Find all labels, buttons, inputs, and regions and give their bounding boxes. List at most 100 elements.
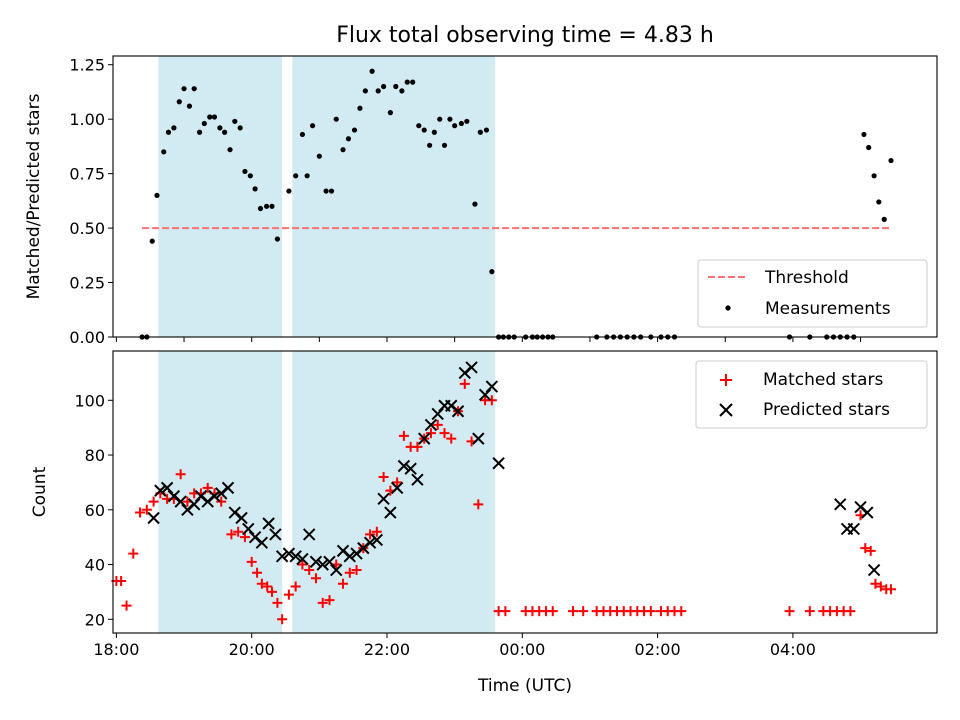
predicted-star-point [147,511,160,525]
matched-star-point [272,597,283,608]
predicted-star-point [330,563,343,577]
predicted-star-point [834,498,847,511]
measurement-point [201,120,207,127]
predicted-star-point [472,432,485,445]
matched-star-point [676,606,687,617]
y-tick-label: 40 [85,556,105,575]
y-tick-label: 60 [85,501,105,520]
measurement-point [477,129,483,135]
measurement-point [293,173,299,179]
predicted-star-point [262,517,275,530]
predicted-star-point [309,555,323,569]
matched-star-point [365,529,376,540]
top-y-axis-label: Matched/Predicted stars [24,93,44,299]
measurement-point [362,88,368,94]
measurement-point [452,123,458,129]
predicted-star-point [404,462,417,475]
x-tick-label: 02:00 [635,640,681,659]
measurement-point [489,269,495,275]
shaded-interval-0 [158,56,283,337]
matched-star-point [875,581,886,592]
shaded-interval-1 [292,56,496,337]
measurement-point [161,149,167,155]
measurement-point [165,129,172,135]
matched-star-point [784,606,795,617]
matched-star-point [266,586,277,597]
measurement-point [237,125,243,131]
y-tick-label: 100 [74,391,105,410]
measurement-point [257,205,264,212]
top-x-ticks [115,337,862,342]
matched-star-point [845,606,856,617]
matched-star-point [226,529,237,540]
measurement-point [393,83,399,90]
predicted-star-point [451,405,465,418]
measurement-point [171,125,177,131]
measurement-point [483,127,490,133]
matched-star-point [283,589,294,600]
predicted-star-point [465,361,478,374]
measurement-point [222,129,228,135]
measurement-point [211,114,218,120]
measurement-point [186,103,193,109]
predicted-star-point [154,484,167,497]
matched-star-point [277,614,288,625]
predicted-star-point [370,533,384,547]
y-tick-label: 0.50 [69,219,105,238]
measurement-point [441,142,448,148]
predicted-star-point [492,457,505,470]
measurement-point [404,79,410,85]
measurement-point [217,125,223,131]
measurement-point [340,147,346,153]
matched-star-point [412,441,423,452]
matched-star-point [175,469,186,480]
predicted-star-point [221,481,235,495]
top-y-ticks: 0.00 0.25 0.50 0.75 1.00 1.25 [69,56,113,347]
predicted-legend-label: Predicted stars [763,400,890,420]
predicted-star-point [417,432,431,445]
predicted-star-point [296,552,309,566]
predicted-star-point [302,528,316,541]
measurement-point [861,131,867,138]
predicted-legend-swatch [719,403,733,417]
y-tick-label: 20 [85,610,105,629]
matched-star-point [425,428,436,439]
matched-star-point [344,567,355,578]
predicted-star-point [242,522,255,536]
matched-star-point [432,419,443,430]
matched-star-point [547,606,558,617]
measurement-point [381,83,387,90]
bottom-y-ticks: 20 40 60 80 100 [74,391,113,629]
matched-star-point [860,543,871,554]
matched-star-point [324,595,335,606]
predicted-star-point [208,489,221,503]
predicted-star-point [867,563,881,577]
measurements-legend-label: Measurements [765,299,891,319]
predicted-star-point [343,550,356,563]
top-legend: Threshold Measurements [697,259,928,328]
measurement-point [181,86,187,92]
matched-star-point [317,597,328,608]
matched-star-point [135,507,146,518]
measurement-point [304,173,310,179]
matched-star-point [121,600,132,611]
matched-star-point [371,526,382,537]
matched-star-point [645,606,656,617]
bottom-y-axis-label: Count [30,466,50,517]
matched-legend-swatch [720,374,732,386]
measurement-point [387,110,393,116]
measurement-point [369,68,375,74]
matched-star-point [351,565,362,576]
measurement-point [876,199,882,205]
measurement-point [207,114,213,120]
matched-star-point [297,559,308,570]
matched-star-point [233,526,244,537]
measurement-point [196,129,203,135]
top-legend-box [697,259,928,328]
matched-star-point [473,499,484,510]
measurement-point [447,116,453,122]
matched-star-point [865,545,876,556]
bottom-legend: Matched stars Predicted stars [695,360,928,429]
matched-star-point [568,606,579,617]
